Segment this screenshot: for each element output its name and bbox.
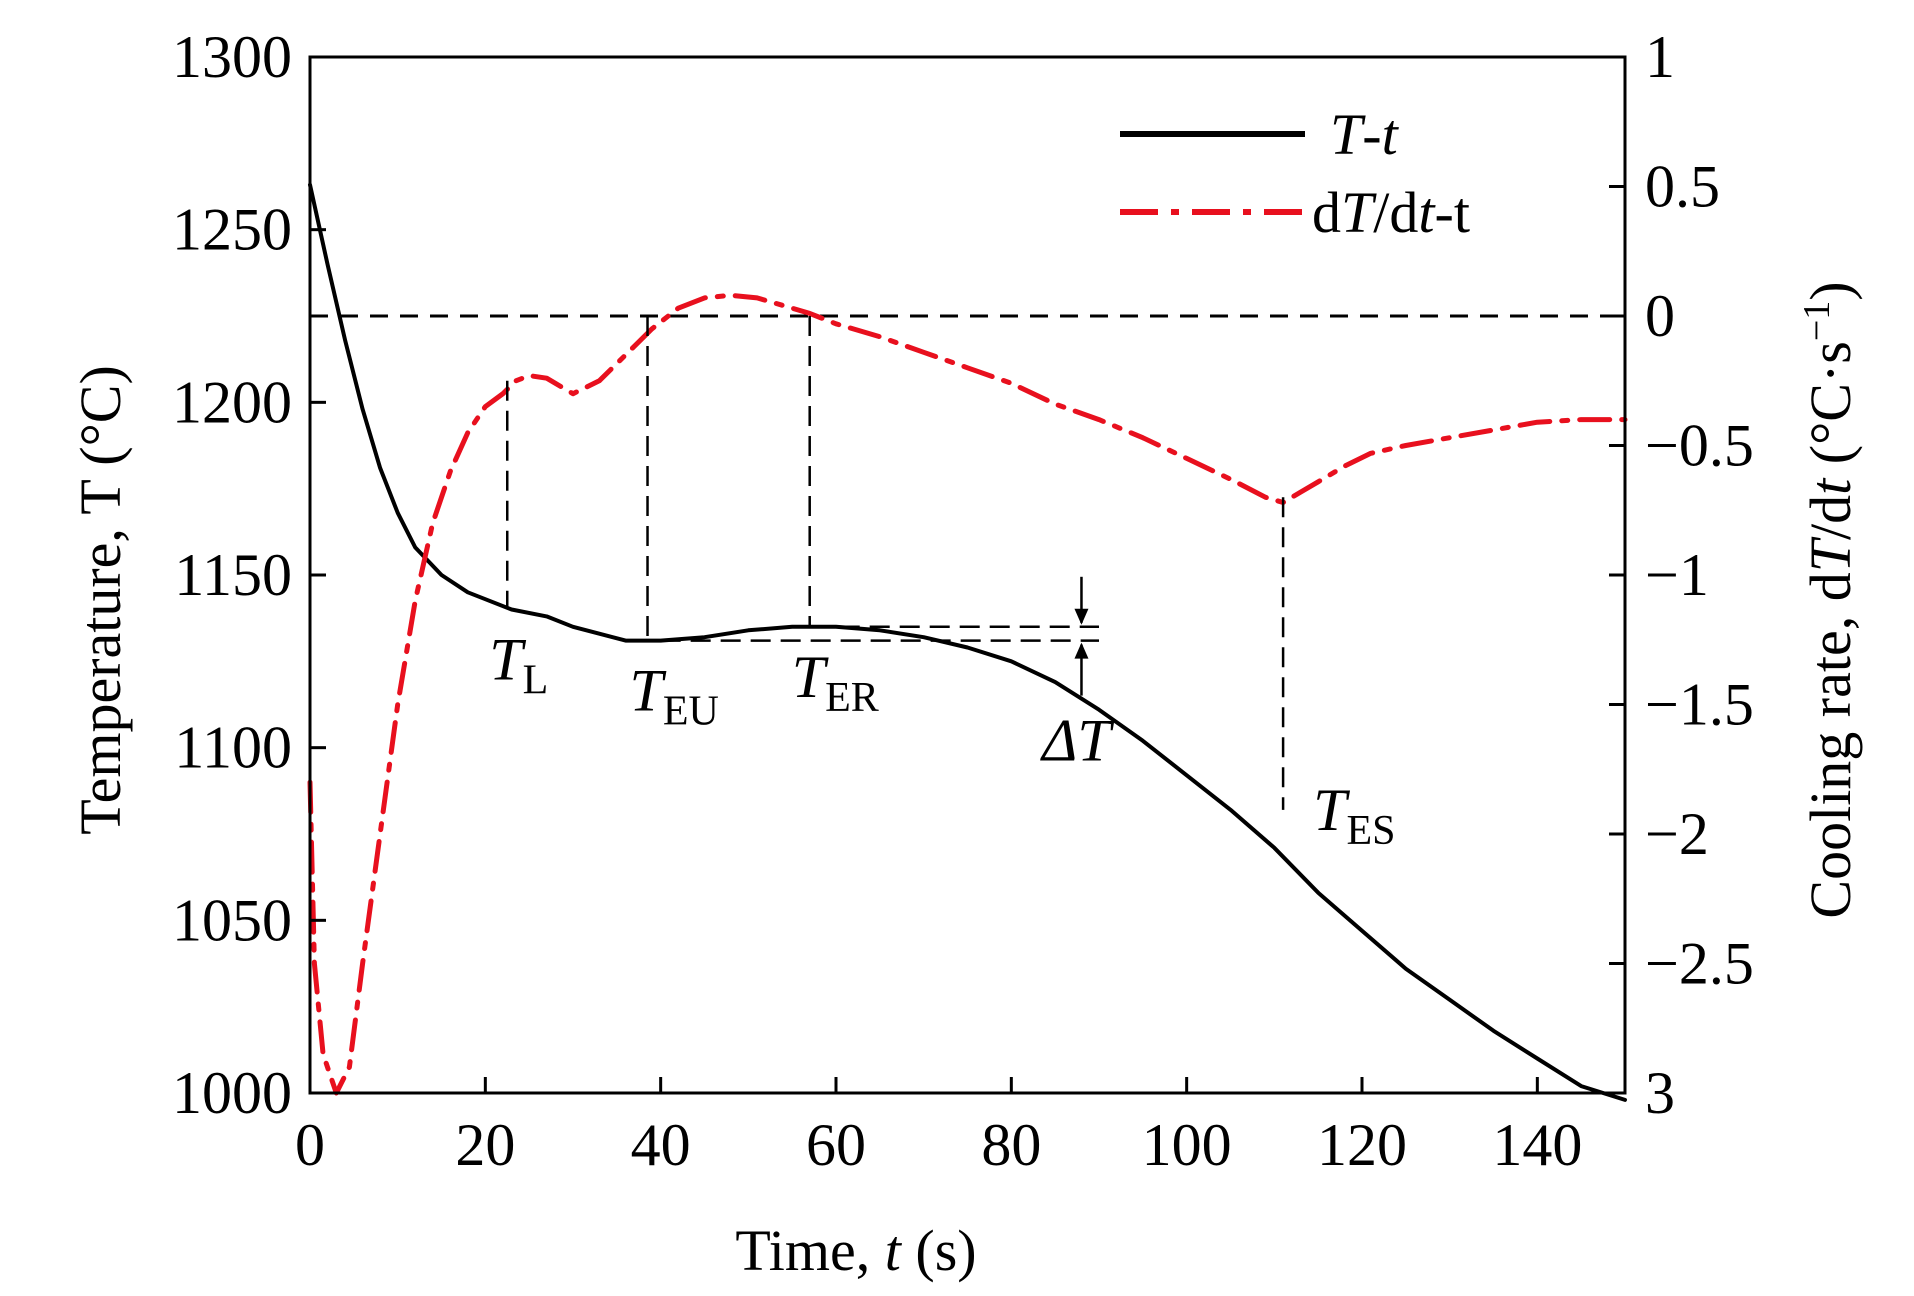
y-axis-right-title: Cooling rate, dT/dt (°C·s−1)	[1796, 281, 1863, 918]
y-left-tick-label: 1100	[174, 715, 292, 781]
legend-label-temperature: T-t	[1330, 102, 1400, 167]
y-right-tick-label: −2.5	[1645, 931, 1754, 997]
annotations: TL TEU TER TES ΔT	[489, 316, 1395, 854]
x-tick-label: 120	[1317, 1112, 1407, 1178]
x-tick-label: 0	[295, 1112, 325, 1178]
y-left-tick-label: 1050	[172, 887, 292, 953]
ticks: 0 20 40 60 80 100 120 140 1000 1050 1100 1150 1200 12…	[172, 24, 1754, 1178]
y-left-tick-label: 1300	[172, 24, 292, 90]
label-t-er: TER	[792, 644, 879, 721]
y-left-tick-label: 1200	[172, 369, 292, 435]
label-t-l: TL	[489, 627, 548, 704]
y-axis-left-title: Temperature, T (°C)	[68, 365, 133, 835]
y-right-tick-label: −0.5	[1645, 413, 1754, 479]
delta-arrowhead-top	[1074, 608, 1089, 625]
delta-arrowhead-bottom	[1074, 642, 1089, 659]
x-tick-label: 60	[806, 1112, 866, 1178]
label-t-eu: TEU	[630, 658, 719, 735]
delta-t-label: ΔT	[1040, 708, 1114, 774]
y-right-tick-label: −2	[1645, 801, 1709, 867]
cooling-rate-curve	[307, 292, 1628, 1096]
y-left-tick-label: 1150	[174, 542, 292, 608]
y-left-tick-label: 1000	[172, 1060, 292, 1126]
x-tick-label: 80	[981, 1112, 1041, 1178]
y-right-tick-label: −1.5	[1645, 672, 1754, 738]
y-right-tick-label: 3	[1645, 1060, 1675, 1126]
y-right-tick-label: 0.5	[1645, 154, 1720, 220]
y-right-tick-label: 0	[1645, 283, 1675, 349]
x-axis-title: Time, t (s)	[735, 1218, 976, 1283]
y-left-tick-label: 1250	[172, 197, 292, 263]
legend: T-t dT/dt-t	[1120, 102, 1470, 245]
x-tick-label: 40	[631, 1112, 691, 1178]
x-tick-label: 20	[455, 1112, 515, 1178]
label-t-es: TES	[1313, 777, 1395, 854]
y-right-tick-label: 1	[1645, 24, 1675, 90]
y-right-tick-label: −1	[1645, 542, 1709, 608]
x-tick-label: 140	[1492, 1112, 1582, 1178]
legend-label-cooling-rate: dT/dt-t	[1312, 180, 1470, 245]
x-tick-label: 100	[1142, 1112, 1232, 1178]
